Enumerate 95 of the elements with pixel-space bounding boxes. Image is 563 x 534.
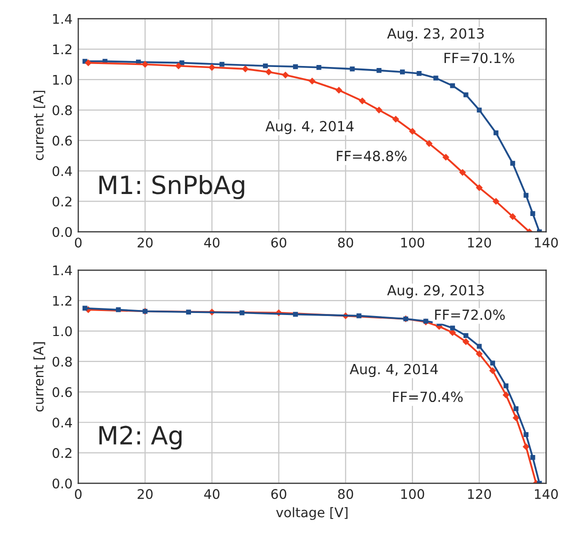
y-tick-label: 0.6 <box>52 136 72 146</box>
point <box>84 59 92 66</box>
point <box>459 168 466 176</box>
x-tick-label: 100 <box>401 489 424 500</box>
y-tick-label: 0.4 <box>52 418 72 428</box>
point <box>476 108 482 112</box>
point <box>489 367 496 374</box>
point <box>392 116 400 123</box>
y-tick-label: 0.6 <box>52 387 72 398</box>
annotation: Aug. 4, 2014 <box>350 364 438 378</box>
point <box>450 83 455 88</box>
point <box>433 76 438 80</box>
point <box>463 92 468 98</box>
point <box>463 333 468 338</box>
point <box>462 338 470 346</box>
x-tick-label: 100 <box>401 238 424 248</box>
annotation: Aug. 4, 2014 <box>266 120 354 134</box>
y-tick-label: 1.2 <box>53 44 72 54</box>
y-tick-label: 1.4 <box>53 14 72 24</box>
point <box>240 310 244 316</box>
y-tick-label: 0.2 <box>52 448 72 458</box>
y-axis-title: current [A] <box>33 90 46 160</box>
point <box>262 63 268 68</box>
point <box>116 307 121 312</box>
y-tick-label: 0.8 <box>52 105 72 116</box>
point <box>208 64 216 71</box>
point <box>142 60 149 68</box>
x-tick-label: 0 <box>74 489 82 500</box>
annotation: Aug. 23, 2013 <box>387 28 484 42</box>
point <box>350 66 355 72</box>
point <box>409 128 416 135</box>
point <box>335 86 342 94</box>
y-tick-label: 1.0 <box>53 326 72 336</box>
point <box>514 406 518 412</box>
point <box>530 454 536 460</box>
point <box>265 68 272 76</box>
x-tick-label: 140 <box>534 489 558 500</box>
y-axis-title: current [A] <box>33 342 46 412</box>
annotation: FF=48.8% <box>336 150 407 162</box>
point <box>416 71 422 76</box>
y-tick-label: 0.8 <box>52 356 72 367</box>
point <box>308 78 316 85</box>
x-tick-label: 140 <box>534 238 558 248</box>
annotation: FF=72.0% <box>435 310 505 320</box>
x-tick-label: 80 <box>338 489 354 500</box>
y-tick-label: 1.2 <box>53 296 72 306</box>
point <box>509 213 516 220</box>
x-tick-label: 60 <box>271 238 286 248</box>
point <box>400 70 405 74</box>
point <box>522 443 530 450</box>
annotation: Aug. 29, 2013 <box>387 284 484 298</box>
point <box>242 65 249 72</box>
point <box>512 414 520 422</box>
y-tick-label: 1.4 <box>53 266 72 276</box>
point <box>492 198 500 205</box>
y-tick-label: 0.4 <box>52 166 72 176</box>
point <box>476 350 483 358</box>
x-tick-label: 120 <box>468 489 491 500</box>
point <box>450 326 455 330</box>
point <box>293 64 298 70</box>
point <box>220 62 224 67</box>
point <box>504 383 508 388</box>
point <box>524 432 528 437</box>
y-tick-label: 1.0 <box>53 74 72 85</box>
x-tick-label: 120 <box>468 238 491 248</box>
point <box>530 211 536 216</box>
point <box>442 154 450 161</box>
point <box>376 68 382 73</box>
point <box>494 130 498 136</box>
annotation: M2: Ag <box>99 426 182 450</box>
y-tick-label: 0.0 <box>52 478 72 488</box>
x-tick-label: 60 <box>271 489 286 500</box>
point <box>524 192 528 198</box>
point <box>293 312 298 317</box>
point <box>82 306 88 311</box>
point <box>186 310 191 314</box>
annotation: FF=70.1% <box>444 52 514 64</box>
annotation: M1: SnPbAg <box>99 174 244 200</box>
point <box>476 184 483 192</box>
x-axis-title: voltage [V] <box>276 507 348 520</box>
y-tick-label: 0.2 <box>52 196 72 207</box>
point <box>490 360 496 366</box>
point <box>426 140 433 147</box>
x-tick-label: 0 <box>74 238 82 248</box>
x-tick-label: 80 <box>338 238 354 248</box>
y-tick-label: 0.0 <box>52 227 72 237</box>
x-tick-label: 20 <box>138 238 153 248</box>
x-tick-label: 40 <box>204 238 220 248</box>
point <box>316 64 322 70</box>
point <box>356 313 362 318</box>
x-tick-label: 20 <box>138 489 153 500</box>
annotation: FF=70.4% <box>393 392 463 402</box>
x-tick-label: 40 <box>204 489 220 500</box>
point <box>175 62 182 70</box>
point <box>358 97 366 104</box>
